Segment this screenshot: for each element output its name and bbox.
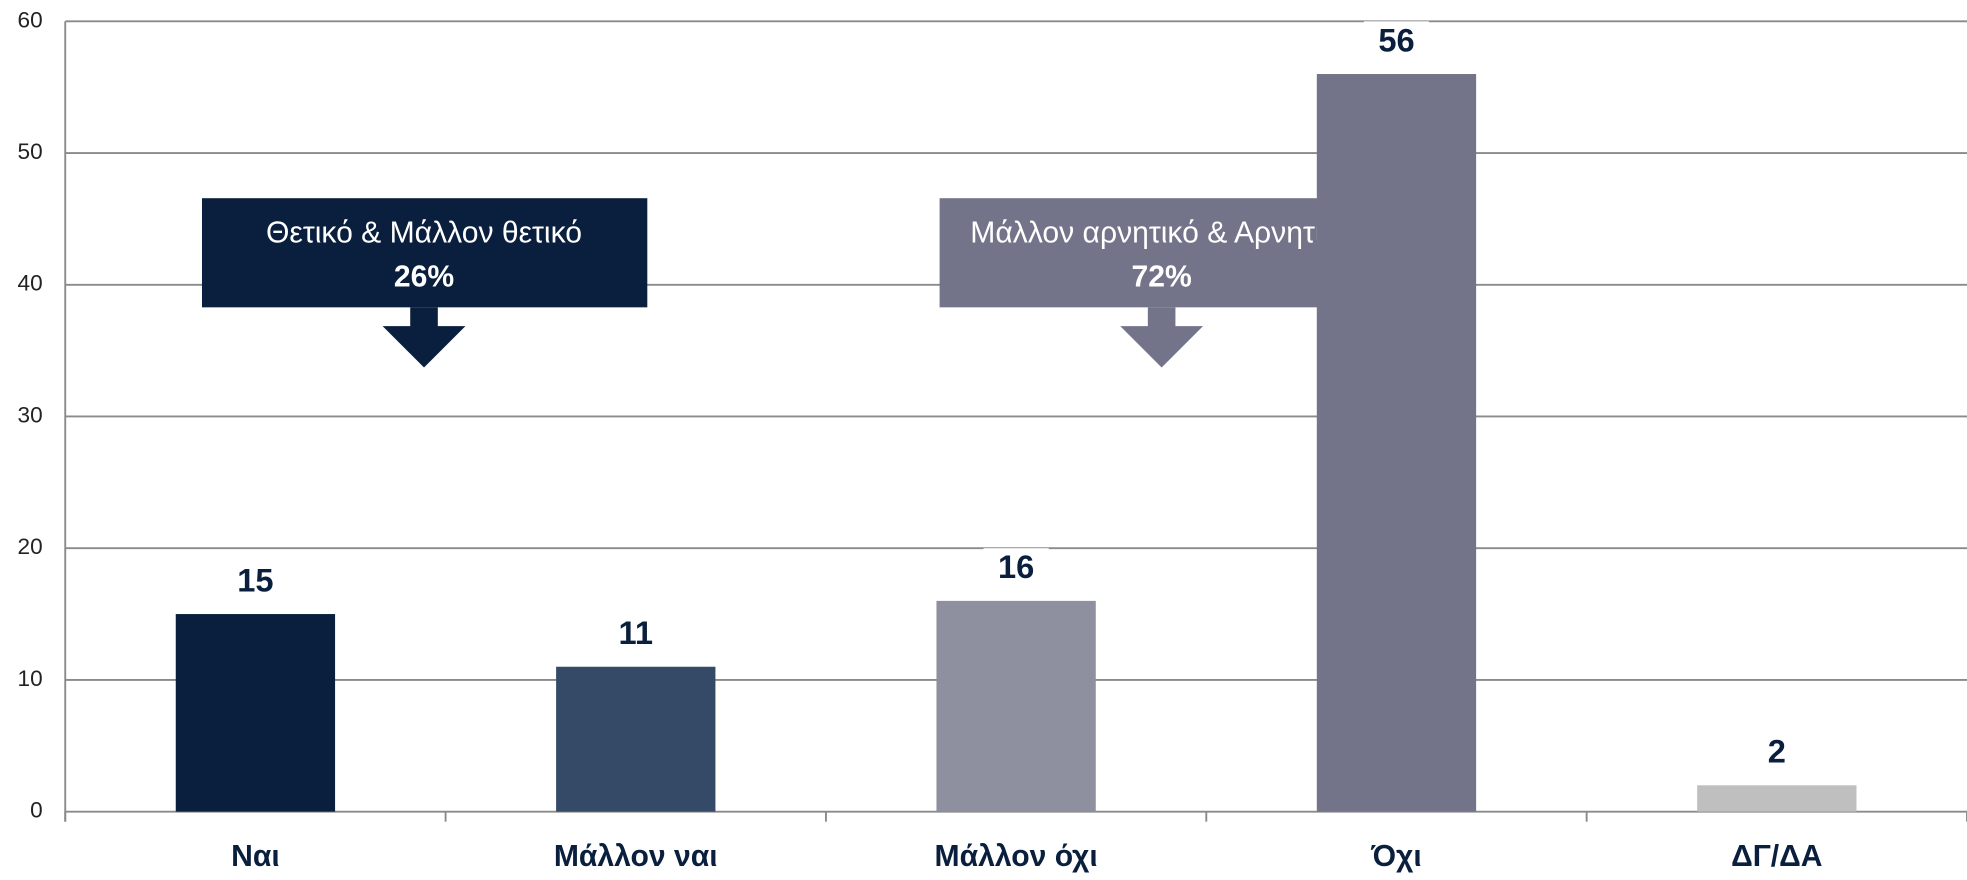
x-tick-label: Μάλλον ναι xyxy=(554,840,718,873)
data-label: 16 xyxy=(998,548,1034,585)
annotation-text: Θετικό & Μάλλον θετικό xyxy=(266,217,582,250)
data-label-bg xyxy=(983,548,1049,591)
x-tick-label: Μάλλον όχι xyxy=(935,840,1098,873)
annotation-label: 72% xyxy=(1132,260,1192,293)
x-tick-label: Όχι xyxy=(1370,840,1422,873)
y-tick-label: 10 xyxy=(18,666,43,691)
bar xyxy=(1316,74,1477,812)
annotation-arrow xyxy=(1120,307,1204,368)
bar xyxy=(936,600,1096,812)
data-label: 11 xyxy=(619,614,653,651)
bar xyxy=(556,666,716,812)
y-tick-label: 20 xyxy=(18,534,43,559)
y-tick-label: 60 xyxy=(18,7,43,32)
data-label: 56 xyxy=(1378,21,1414,58)
data-label: 2 xyxy=(1768,733,1786,770)
bars xyxy=(175,74,1857,812)
annotation-box xyxy=(201,198,648,308)
annotation-arrow xyxy=(382,307,466,368)
annotation-box xyxy=(939,198,1385,308)
y-tick-label: 40 xyxy=(18,271,43,296)
bar xyxy=(175,614,336,812)
data-label-bg xyxy=(1363,21,1430,64)
y-tick-label: 50 xyxy=(18,139,43,164)
annotations: Θετικό & Μάλλον θετικό 26% Μάλλον αρνητικό… xyxy=(201,198,1385,368)
y-tick-label: 30 xyxy=(18,402,43,427)
bar xyxy=(1697,785,1857,812)
data-label-bg xyxy=(603,614,669,657)
data-label: 15 xyxy=(237,561,273,598)
y-tick-label: 0 xyxy=(30,798,43,823)
annotation-label: 26% xyxy=(394,260,454,293)
labels: Ναι 15 Μάλλον ναι 11 Μάλλον όχι 16 Όχι 56 ΔΓ/ΔΑ 2 xyxy=(222,21,1823,873)
annotation-text: Μάλλον αρνητικό & Αρνητικό xyxy=(970,217,1353,250)
x-tick-label: ΔΓ/ΔΑ xyxy=(1731,840,1822,873)
x-tick-label: Ναι xyxy=(231,840,280,873)
data-label-bg xyxy=(1744,732,1810,776)
data-label-bg xyxy=(222,561,289,605)
